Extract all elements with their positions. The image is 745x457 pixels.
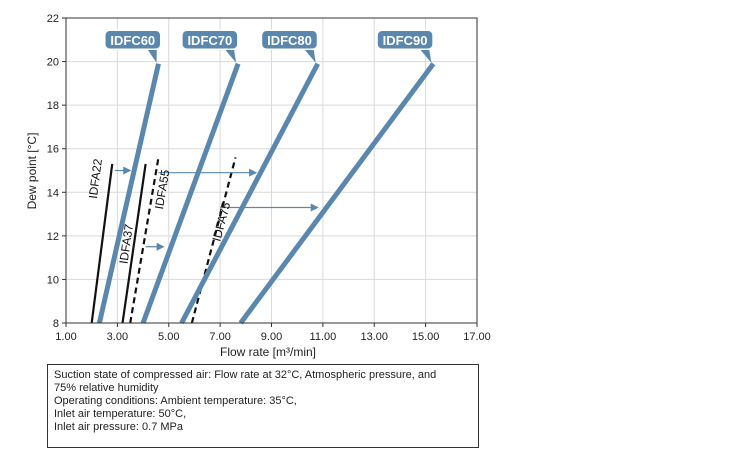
y-tick-label: 20 <box>47 57 59 69</box>
y-tick-label: 18 <box>47 100 59 112</box>
tag-box <box>181 29 239 51</box>
tag-text: IDFC70 <box>187 33 232 48</box>
note-line: 75% relative humidity <box>54 382 159 394</box>
conditions-note: Suction state of compressed air: Flow ra… <box>47 364 479 448</box>
x-tick-label: 7.00 <box>209 331 230 343</box>
y-tick-label: 10 <box>47 274 59 286</box>
series-tag-idfc60: IDFC60 <box>104 29 162 63</box>
series-label-idfa55: IDFA55 <box>152 168 173 210</box>
tag-pointer <box>146 48 157 63</box>
series-tag-idfc90: IDFC90 <box>376 29 434 63</box>
series-label-idfa22: IDFA22 <box>86 158 105 200</box>
arrows-layer <box>114 166 319 251</box>
x-tick-label: 9.00 <box>261 331 282 343</box>
x-tick-label: 13.00 <box>360 331 388 343</box>
y-tick-label: 12 <box>47 231 59 243</box>
x-tick-label: 15.00 <box>412 331 440 343</box>
x-axis-title: Flow rate [m³/min] <box>220 345 316 359</box>
y-tick-label: 22 <box>47 13 59 25</box>
series-tag-idfc70: IDFC70 <box>181 29 239 63</box>
y-axis-title: Dew point [°C] <box>25 133 39 210</box>
x-tick-label: 11.00 <box>310 331 337 343</box>
note-line: Inlet air temperature: 50°C, <box>54 408 187 420</box>
series-line-idfa22 <box>90 163 114 324</box>
tag-box <box>260 29 319 51</box>
note-line: Operating conditions: Ambient temperatur… <box>54 395 297 407</box>
series-line-idfc80 <box>179 62 320 325</box>
series-line-idfc60 <box>96 63 161 324</box>
tag-text: IDFC80 <box>267 33 312 48</box>
tag-text: IDFC60 <box>110 33 155 48</box>
tag-box <box>104 29 162 51</box>
tag-box <box>376 29 434 51</box>
series-line-idfa55 <box>129 157 160 324</box>
x-tick-label: 5.00 <box>158 331 179 343</box>
series-label-idfa37: IDFA37 <box>116 223 136 265</box>
series-line-idfa75 <box>190 157 237 324</box>
tag-pointer <box>419 48 432 63</box>
x-tick-label: 1.00 <box>55 331 76 343</box>
series-layer <box>90 62 436 325</box>
note-line: Inlet air pressure: 0.7 MPa <box>54 421 184 433</box>
x-tick-label: 3.00 <box>107 331 128 343</box>
y-tick-label: 16 <box>47 144 59 156</box>
series-line-idfc90 <box>238 62 436 325</box>
series-line-idfc70 <box>140 62 241 324</box>
note-line: Suction state of compressed air: Flow ra… <box>54 369 437 381</box>
x-tick-label: 17.00 <box>463 331 491 343</box>
tag-pointer <box>223 48 237 63</box>
axes: 1.00 3.00 5.00 7.00 9.00 11.00 13.00 15.00 17.00… <box>47 13 491 343</box>
y-tick-label: 14 <box>47 187 59 199</box>
tag-pointer <box>303 48 316 63</box>
y-tick-label: 8 <box>53 318 59 330</box>
tag-text: IDFC90 <box>383 33 428 48</box>
series-line-idfa37 <box>121 163 147 324</box>
series-tag-idfc80: IDFC80 <box>260 29 319 63</box>
